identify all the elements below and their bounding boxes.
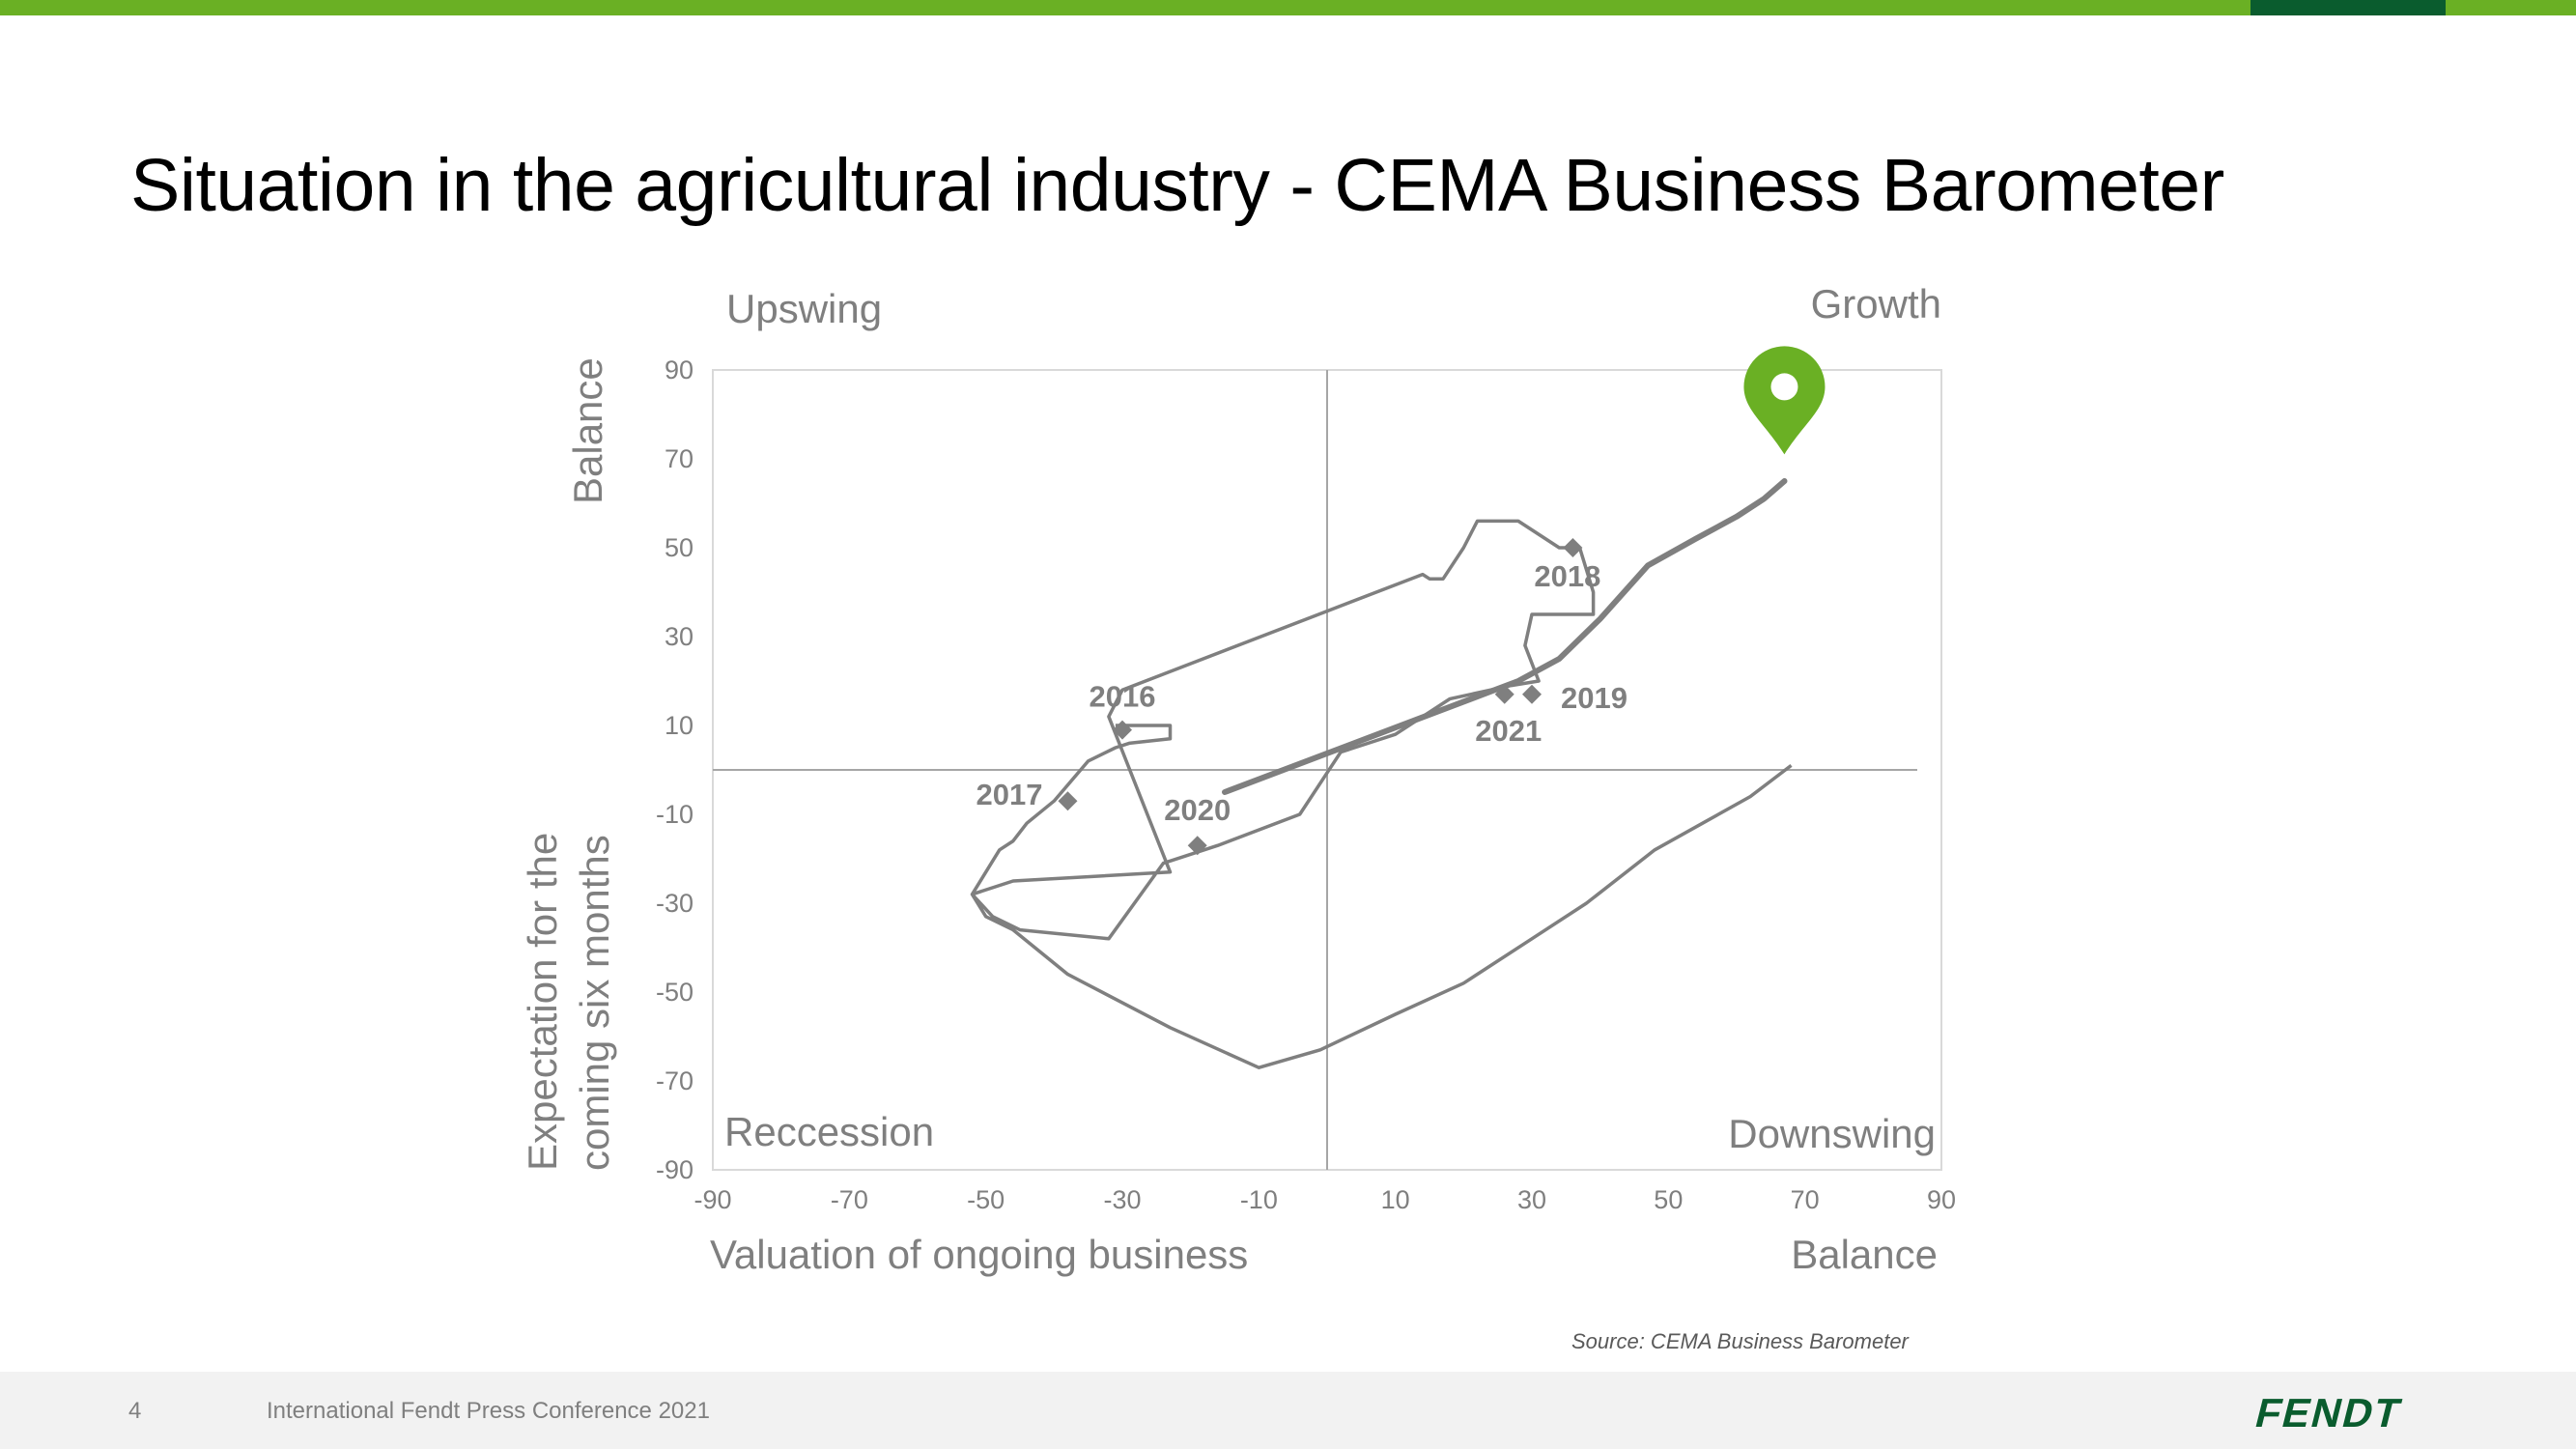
year-point-marker bbox=[1522, 684, 1542, 704]
page-number: 4 bbox=[128, 1398, 142, 1424]
current-trend-line bbox=[1222, 478, 1788, 795]
y-tick-label: -10 bbox=[656, 800, 694, 829]
year-point-label: 2020 bbox=[1164, 793, 1231, 827]
x-tick-label: -10 bbox=[1240, 1185, 1278, 1214]
y-tick-label: 90 bbox=[665, 355, 694, 384]
x-tick-label: 90 bbox=[1927, 1185, 1956, 1214]
year-point-marker bbox=[1494, 684, 1514, 704]
fendt-logo-text: FENDT bbox=[2250, 1391, 2407, 1434]
y-axis-label-line1: Expectation for the bbox=[520, 833, 565, 1171]
quadrant-label-upswing: Upswing bbox=[726, 286, 882, 331]
y-tick-label: -50 bbox=[656, 978, 694, 1007]
year-point-marker bbox=[1113, 720, 1132, 740]
top-accent-bar-dark bbox=[2250, 0, 2446, 15]
barometer-series-line bbox=[970, 519, 1793, 1069]
year-point-label: 2021 bbox=[1475, 714, 1542, 748]
top-accent-bar bbox=[0, 0, 2576, 15]
quadrant-label-downswing: Downswing bbox=[1728, 1111, 1936, 1156]
quadrant-label-recession: Reccession bbox=[724, 1109, 934, 1154]
source-note: Source: CEMA Business Barometer bbox=[1571, 1329, 1909, 1353]
y-axis-ticks: 90 70 50 30 10 -10 -30 -50 -70 -90 bbox=[656, 355, 694, 1184]
y-axis-label-balance: Balance bbox=[565, 357, 610, 504]
y-tick-label: -90 bbox=[656, 1155, 694, 1184]
year-point-marker bbox=[1563, 538, 1583, 557]
x-axis-label: Valuation of ongoing business bbox=[710, 1232, 1248, 1277]
x-tick-label: -70 bbox=[831, 1185, 868, 1214]
footer-band bbox=[0, 1372, 2576, 1449]
x-tick-label: 50 bbox=[1654, 1185, 1683, 1214]
year-point-marker bbox=[1187, 836, 1207, 856]
series-layer bbox=[970, 478, 1793, 1069]
quadrant-label-growth: Growth bbox=[1811, 281, 1941, 327]
point-layer: 2016 2017 2018 2019 2020 2021 bbox=[976, 346, 1826, 856]
business-barometer-chart: 90 70 50 30 10 -10 -30 -50 -70 -90 -90 -70 -50 -30 -1… bbox=[520, 281, 1956, 1277]
x-tick-label: -90 bbox=[694, 1185, 731, 1214]
location-pin-hole bbox=[1770, 373, 1798, 401]
x-tick-label: 10 bbox=[1381, 1185, 1410, 1214]
x-tick-label: -50 bbox=[967, 1185, 1005, 1214]
y-tick-label: 30 bbox=[665, 622, 694, 651]
y-tick-label: -30 bbox=[656, 889, 694, 918]
x-tick-label: 30 bbox=[1517, 1185, 1546, 1214]
x-axis-ticks: -90 -70 -50 -30 -10 10 30 50 70 90 bbox=[694, 1185, 1956, 1214]
location-pin-icon bbox=[1743, 346, 1826, 455]
location-pin-body bbox=[1743, 346, 1826, 455]
y-axis-label-line2: coming six months bbox=[572, 835, 617, 1171]
y-tick-label: 50 bbox=[665, 533, 694, 562]
year-point-label: 2017 bbox=[976, 778, 1042, 811]
year-point-label: 2016 bbox=[1090, 680, 1156, 714]
x-tick-label: 70 bbox=[1791, 1185, 1820, 1214]
year-point-marker bbox=[1058, 791, 1078, 811]
y-tick-label: 10 bbox=[665, 711, 694, 740]
year-point-label: 2018 bbox=[1534, 559, 1600, 593]
page-title: Situation in the agricultural industry -… bbox=[130, 144, 2224, 227]
x-axis-label-balance: Balance bbox=[1791, 1232, 1938, 1277]
y-tick-label: -70 bbox=[656, 1066, 694, 1095]
fendt-logo: FENDT bbox=[2250, 1391, 2407, 1434]
year-point-label: 2019 bbox=[1561, 681, 1628, 715]
footer-text: International Fendt Press Conference 202… bbox=[267, 1398, 710, 1424]
x-tick-label: -30 bbox=[1103, 1185, 1141, 1214]
y-tick-label: 70 bbox=[665, 444, 694, 473]
